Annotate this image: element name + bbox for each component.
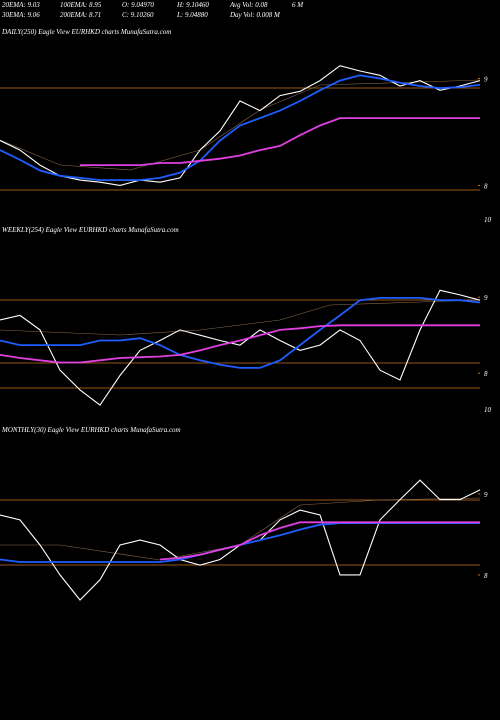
header-stat: L: 9.04880 xyxy=(176,11,208,19)
header-stat: H: 9.10460 xyxy=(176,1,209,9)
y-tick-label: 8 xyxy=(484,572,488,580)
header-stat: 6 M xyxy=(292,1,304,9)
header-stat: 200EMA: 8.71 xyxy=(60,11,101,19)
y-tick-label: 9 xyxy=(484,294,488,302)
ema-line xyxy=(0,299,481,336)
header-stat: Avg Vol: 0.08 xyxy=(229,1,268,9)
price-line xyxy=(80,117,480,166)
price-line xyxy=(0,65,481,186)
panel-title: MONTHLY(30) Eagle View EURHKD charts Mun… xyxy=(1,426,181,434)
panel-title: DAILY(250) Eagle View EURHKD charts Muna… xyxy=(1,28,171,36)
y-axis-note: 10 xyxy=(484,406,492,414)
price-line xyxy=(0,74,481,181)
price-line xyxy=(0,289,481,406)
header-stat: Day Vol: 0.008 M xyxy=(229,11,281,19)
price-line xyxy=(0,297,481,369)
header-stat: C: 9.10260 xyxy=(122,11,154,19)
price-line xyxy=(159,521,480,561)
y-tick-label: 9 xyxy=(484,491,488,499)
header-stat: 100EMA: 8.95 xyxy=(60,1,102,9)
y-tick-label: 8 xyxy=(484,370,488,378)
header-stat: 30EMA: 9.06 xyxy=(1,11,40,19)
header-stat: O: 9.04970 xyxy=(122,1,154,9)
y-tick-label: 8 xyxy=(484,182,488,190)
y-tick-label: 9 xyxy=(484,75,488,83)
y-axis-note: 10 xyxy=(484,216,492,224)
price-line xyxy=(0,324,480,364)
header-stat: 20EMA: 9.03 xyxy=(2,1,40,9)
panel-title: WEEKLY(254) Eagle View EURHKD charts Mun… xyxy=(2,226,179,234)
